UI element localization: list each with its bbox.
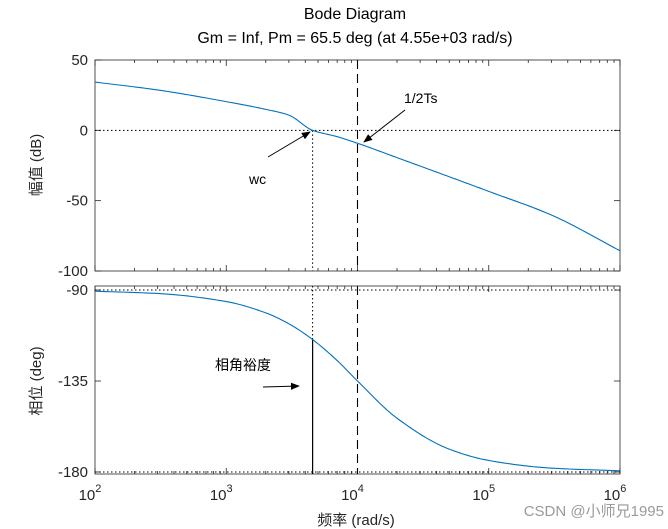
- watermark: CSDN @小师兄1995: [524, 503, 664, 520]
- phase-panel: -90 -135 -180: [58, 282, 621, 481]
- x-tick-base: 10: [210, 487, 227, 504]
- x-tick-label: 105: [472, 483, 495, 504]
- x-tick-label: 103: [210, 483, 233, 504]
- annotation-half-ts: 1/2Ts: [404, 90, 437, 106]
- phase-ytick-label: -90: [66, 282, 88, 299]
- x-axis-label: 频率 (rad/s): [317, 512, 395, 529]
- x-tick-label: 106: [604, 483, 627, 504]
- x-tick-base: 10: [341, 487, 358, 504]
- magnitude-ytick-label: -50: [66, 193, 88, 210]
- phase-ylabel: 相位 (deg): [28, 346, 45, 415]
- chart-subtitle: Gm = Inf, Pm = 65.5 deg (at 4.55e+03 rad…: [197, 30, 512, 47]
- magnitude-ylabel: 幅值 (dB): [28, 134, 45, 197]
- x-tick-label: 104: [341, 483, 364, 504]
- x-tick-exponent: 3: [227, 483, 233, 495]
- x-tick-exponent: 2: [95, 483, 101, 495]
- phase-ytick-label: -180: [58, 464, 88, 481]
- magnitude-ytick-label: -100: [58, 263, 88, 280]
- x-tick-exponent: 5: [489, 483, 495, 495]
- magnitude-series-line: [94, 81, 621, 252]
- annotation-phase-margin-arrow: [262, 382, 300, 390]
- x-tick-base: 10: [472, 487, 489, 504]
- x-tick-labels: 102 103 104 105 106: [79, 483, 627, 504]
- phase-ytick-label: -135: [58, 373, 88, 390]
- magnitude-panel: 50 0 -50 -100: [58, 52, 621, 280]
- x-tick-base: 10: [604, 487, 621, 504]
- annotation-wc: wc: [248, 171, 266, 187]
- x-tick-label: 102: [79, 483, 102, 504]
- annotation-half-ts-arrow: [363, 109, 406, 143]
- phase-series-line: [94, 290, 621, 472]
- x-tick-exponent: 6: [620, 483, 626, 495]
- magnitude-ytick-label: 0: [80, 122, 88, 139]
- chart-title: Bode Diagram: [304, 6, 406, 23]
- x-tick-base: 10: [79, 487, 96, 504]
- x-tick-exponent: 4: [358, 483, 364, 495]
- annotations: wc 1/2Ts 相角裕度: [215, 90, 437, 390]
- annotation-phase-margin: 相角裕度: [215, 357, 271, 373]
- annotation-wc-arrow: [267, 131, 311, 158]
- magnitude-ytick-label: 50: [71, 52, 88, 69]
